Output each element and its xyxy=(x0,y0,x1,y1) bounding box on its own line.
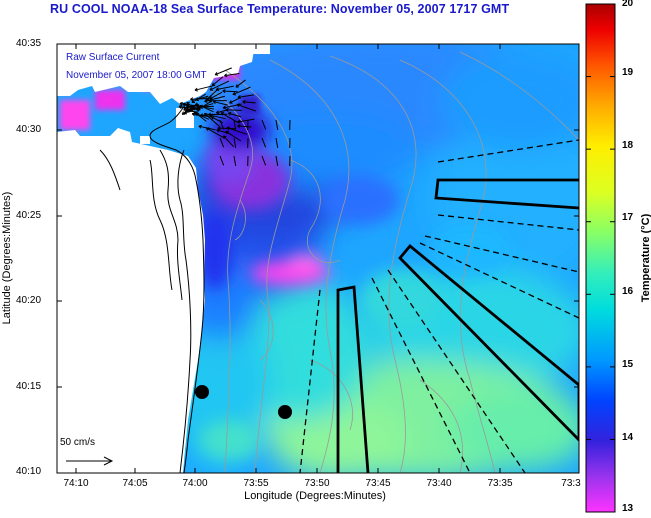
colorbar-tick-label: 14 xyxy=(622,432,634,443)
highlighted-line-features xyxy=(336,178,579,473)
map-title: RU COOL NOAA-18 Sea Surface Temperature:… xyxy=(50,2,510,16)
y-tick-label: 40:10 xyxy=(16,466,42,477)
current-vectors xyxy=(178,67,291,167)
station-marker-1 xyxy=(195,385,209,399)
sst-field xyxy=(57,44,579,473)
colorbar-tick-label: 16 xyxy=(622,286,634,297)
x-tick-label: 73:3 xyxy=(561,478,581,489)
colorbar-ticks xyxy=(586,3,615,513)
transect-lines xyxy=(299,139,579,473)
colorbar-tick-label: 18 xyxy=(622,140,634,151)
y-tick-label: 40:20 xyxy=(16,295,42,306)
colorbar-tick-label: 13 xyxy=(622,503,634,514)
y-tick-label: 40:35 xyxy=(16,38,42,49)
x-axis-title: Longitude (Degrees:Minutes) xyxy=(244,490,386,502)
x-tick-label: 74:10 xyxy=(63,478,89,489)
x-tick-label: 74:05 xyxy=(122,478,148,489)
x-tick-label: 74:00 xyxy=(182,478,208,489)
scale-vector xyxy=(66,456,114,466)
y-axis-title: Latitude (Degrees:Minutes) xyxy=(1,191,13,325)
x-tick-label: 73:45 xyxy=(365,478,391,489)
colorbar-tick-label: 19 xyxy=(622,67,634,78)
plot-frame xyxy=(56,43,580,474)
bathymetry-contours xyxy=(209,51,579,473)
x-tick-label: 73:50 xyxy=(304,478,330,489)
coastline xyxy=(99,103,205,473)
x-tick-label: 73:35 xyxy=(487,478,513,489)
y-tick-label: 40:15 xyxy=(16,381,42,392)
colorbar-tick-label: 20 xyxy=(622,0,634,9)
station-marker-2 xyxy=(278,405,292,419)
x-tick-label: 73:55 xyxy=(243,478,269,489)
inset-label-date: November 05, 2007 18:00 GMT xyxy=(66,70,207,81)
inset-label-current: Raw Surface Current xyxy=(66,52,160,63)
colorbar-title: Temperature (°C) xyxy=(640,213,651,303)
y-tick-label: 40:30 xyxy=(16,124,42,135)
axis-ticks xyxy=(57,43,579,474)
colorbar-tick-label: 17 xyxy=(622,212,634,223)
scale-label: 50 cm/s xyxy=(60,437,96,448)
land-mask xyxy=(57,44,270,473)
colorbar-tick-label: 15 xyxy=(622,359,634,370)
y-tick-label: 40:25 xyxy=(16,210,42,221)
x-tick-label: 73:40 xyxy=(426,478,452,489)
colorbar xyxy=(586,4,615,512)
